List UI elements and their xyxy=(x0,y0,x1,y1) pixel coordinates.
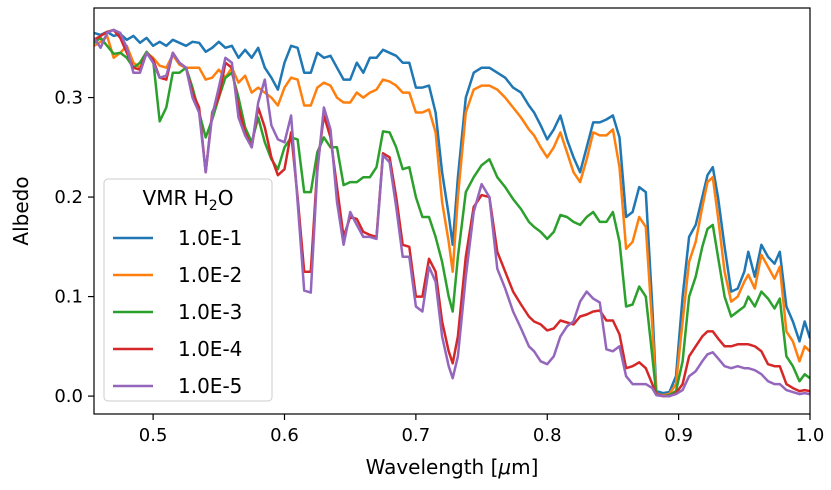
plot-frame xyxy=(93,7,811,415)
series-line-1 xyxy=(94,30,810,395)
y-tick-label: 0.2 xyxy=(54,187,83,208)
series-lines xyxy=(94,28,810,398)
y-tick-label: 0.3 xyxy=(54,88,83,109)
x-axis-label: Wavelength [μm] xyxy=(366,455,539,479)
series-line-5 xyxy=(94,28,810,398)
x-tick-label: 0.9 xyxy=(664,425,693,446)
series-line-2 xyxy=(94,34,810,397)
x-axis-ticks: 0.5 0.6 0.7 0.8 0.9 1.0 xyxy=(139,414,825,446)
legend: VMR H2O 1.0E-1 1.0E-2 1.0E-3 1.0E-4 1.0E-5 xyxy=(103,178,273,402)
legend-items: 1.0E-1 1.0E-2 1.0E-3 1.0E-4 1.0E-5 xyxy=(113,226,242,398)
x-tick-label: 1.0 xyxy=(796,425,825,446)
legend-label-3: 1.0E-3 xyxy=(178,300,242,324)
series-line-3 xyxy=(94,36,810,398)
x-tick-label: 0.7 xyxy=(402,425,431,446)
y-tick-label: 0.0 xyxy=(54,386,83,407)
legend-label-2: 1.0E-2 xyxy=(178,263,242,287)
x-tick-label: 0.6 xyxy=(270,425,299,446)
legend-label-1: 1.0E-1 xyxy=(178,226,242,250)
plot-area: 0.5 0.6 0.7 0.8 0.9 1.0 0.0 0.1 0.2 0.3 xyxy=(54,7,825,446)
y-axis-ticks: 0.0 0.1 0.2 0.3 xyxy=(54,88,94,407)
legend-label-5: 1.0E-5 xyxy=(178,374,242,398)
legend-label-4: 1.0E-4 xyxy=(178,337,242,361)
legend-title: VMR H2O xyxy=(143,186,234,214)
x-tick-label: 0.8 xyxy=(533,425,562,446)
y-axis-label: Albedo xyxy=(9,176,33,245)
legend-box xyxy=(103,178,273,402)
y-tick-label: 0.1 xyxy=(54,287,83,308)
x-tick-label: 0.5 xyxy=(139,425,168,446)
